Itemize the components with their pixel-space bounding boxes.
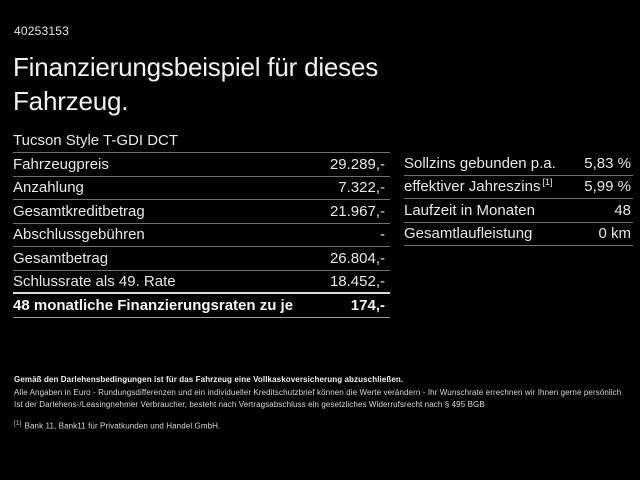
footnote-bank: [1] Bank 11, Bank11 für Privatkunden und …	[14, 418, 628, 433]
table-row-schlussrate: Schlussrate als 49. Rate 18.452,-	[13, 271, 390, 294]
row-value: 5,83 %	[584, 154, 631, 172]
finance-table: Tucson Style T-GDI DCT Fahrzeugpreis 29.…	[13, 130, 390, 318]
row-value: -	[380, 226, 385, 243]
legal-footer: Gemäß den Darlehensbedingungen ist für d…	[14, 374, 628, 433]
table-row-gesamtlaufleistung: Gesamtlaufleistung 0 km	[404, 223, 633, 246]
footnote-text: Bank 11, Bank11 für Privatkunden und Han…	[24, 421, 221, 431]
table-row-sollzins: Sollzins gebunden p.a. 5,83 %	[404, 152, 633, 176]
table-row-gesamtbetrag: Gesamtbetrag 26.804,-	[13, 247, 390, 271]
table-row-gesamtkreditbetrag: Gesamtkreditbetrag 21.967,-	[13, 200, 390, 224]
row-label: Schlussrate als 49. Rate	[13, 272, 176, 290]
table-row-fahrzeugpreis: Fahrzeugpreis 29.289,-	[13, 153, 390, 177]
row-value: 5,99 %	[584, 178, 631, 195]
row-value: 26.804,-	[329, 249, 385, 267]
table-row-anzahlung: Anzahlung 7.322,-	[13, 177, 390, 200]
footnote-ref: [1]	[542, 177, 553, 187]
row-label: Abschlussgebühren	[13, 226, 145, 243]
footer-disclaimer-line1: Alle Angaben in Euro - Rundungsdifferenz…	[14, 387, 622, 397]
row-value: 7.322,-	[338, 179, 385, 196]
vehicle-model-header: Tucson Style T-GDI DCT	[13, 130, 390, 153]
row-label: Gesamtlaufleistung	[404, 225, 533, 242]
table-row-effektiver-jahreszins: effektiver Jahreszins [1] 5,99 %	[404, 176, 633, 199]
footnote-marker: [1]	[14, 420, 22, 427]
table-row-laufzeit: Laufzeit in Monaten 48	[404, 199, 633, 223]
footer-disclaimer-line2: Ist der Darlehens-/Leasingnehmer Verbrau…	[14, 400, 485, 409]
reference-id: 40253153	[14, 24, 69, 38]
row-label: Anzahlung	[13, 179, 84, 196]
row-label: Sollzins gebunden p.a.	[404, 154, 556, 172]
row-value: 174,-	[350, 296, 385, 314]
conditions-table: Sollzins gebunden p.a. 5,83 % effektiver…	[404, 152, 633, 246]
row-label: 48 monatliche Finanzierungsraten zu je	[13, 296, 294, 314]
table-row-monatsrate: 48 monatliche Finanzierungsraten zu je 1…	[13, 294, 390, 318]
table-row-abschlussgebuehren: Abschlussgebühren -	[13, 224, 390, 247]
row-value: 21.967,-	[329, 202, 385, 220]
row-value: 48	[614, 201, 631, 219]
row-value: 18.452,-	[329, 272, 385, 290]
row-label: Gesamtbetrag	[13, 249, 109, 267]
footer-insurance-note: Gemäß den Darlehensbedingungen ist für d…	[14, 375, 404, 384]
page-title: Finanzierungsbeispiel für dieses Fahrzeu…	[13, 50, 378, 118]
row-label: Fahrzeugpreis	[13, 155, 109, 173]
row-label: Gesamtkreditbetrag	[13, 202, 145, 220]
page-title-line2: Fahrzeug.	[13, 86, 129, 116]
row-label: Laufzeit in Monaten	[404, 201, 535, 219]
page-title-line1: Finanzierungsbeispiel für dieses	[13, 52, 379, 82]
row-value: 0 km	[598, 225, 631, 242]
row-value: 29.289,-	[329, 155, 385, 173]
row-label: effektiver Jahreszins [1]	[404, 177, 553, 196]
